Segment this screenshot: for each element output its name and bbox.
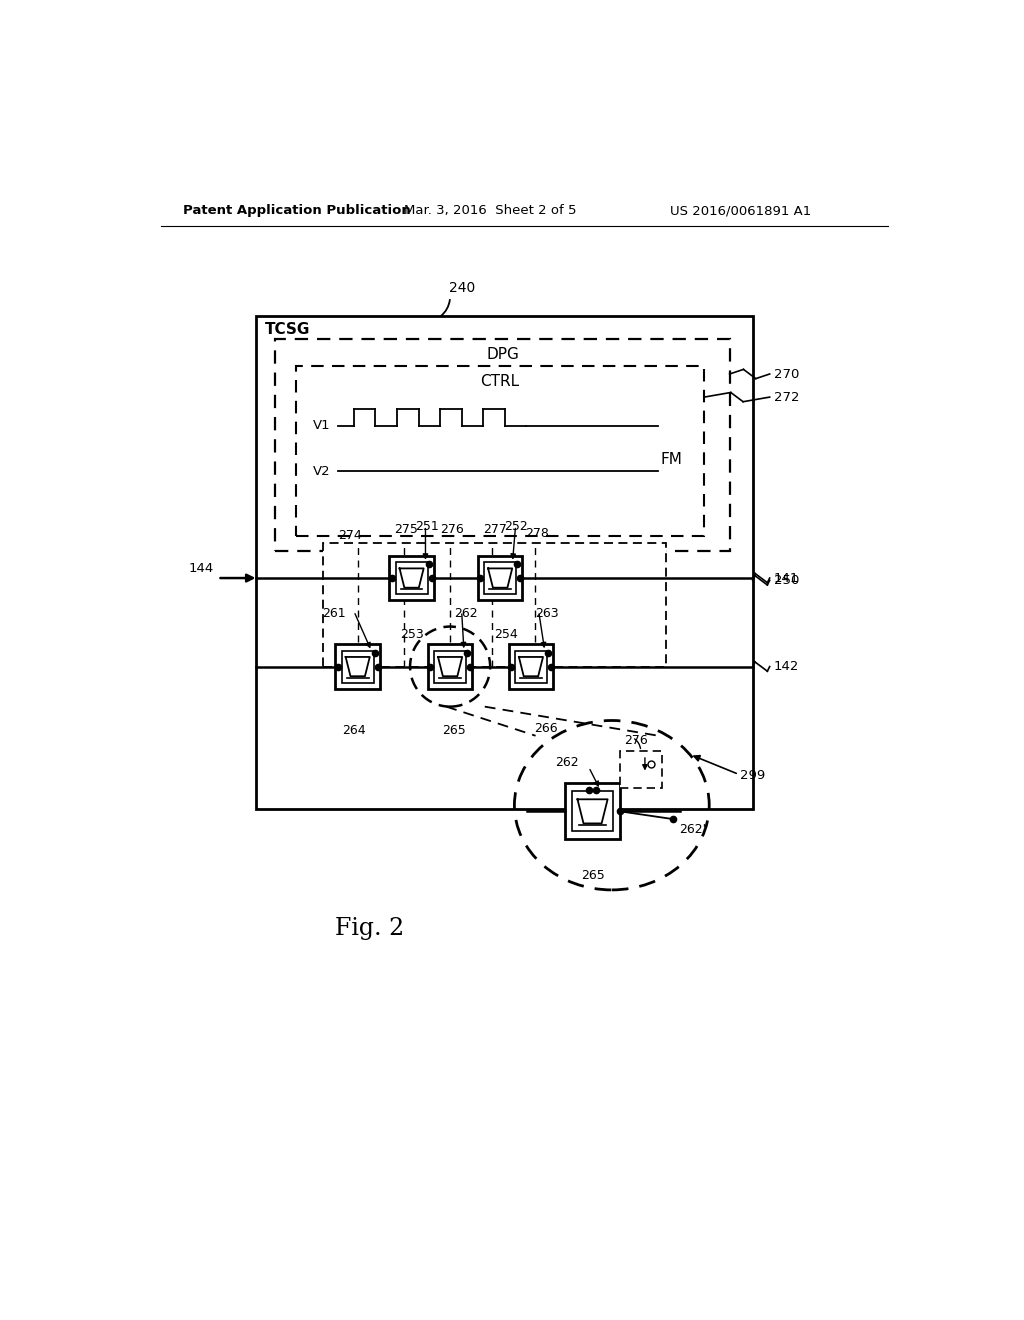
Bar xyxy=(256,317,753,809)
Text: 251: 251 xyxy=(416,520,439,533)
Bar xyxy=(389,556,434,601)
Text: 144: 144 xyxy=(188,562,214,576)
Text: 262': 262' xyxy=(679,822,707,836)
Bar xyxy=(572,791,612,832)
Text: 276: 276 xyxy=(625,734,648,747)
Bar xyxy=(515,651,547,682)
Text: 276: 276 xyxy=(440,523,464,536)
Text: 263: 263 xyxy=(535,607,558,619)
Bar xyxy=(564,784,621,840)
Text: 278: 278 xyxy=(525,527,550,540)
Text: Fig. 2: Fig. 2 xyxy=(335,917,403,940)
Text: CTRL: CTRL xyxy=(480,374,520,389)
Text: 261: 261 xyxy=(323,607,346,619)
Text: 265: 265 xyxy=(581,869,604,882)
FancyBboxPatch shape xyxy=(296,367,705,536)
FancyBboxPatch shape xyxy=(275,339,730,552)
Text: 141: 141 xyxy=(773,572,799,585)
Text: 266: 266 xyxy=(535,722,558,735)
Text: 142: 142 xyxy=(773,660,799,673)
Text: 240: 240 xyxy=(449,281,475,296)
Bar xyxy=(478,556,522,601)
Text: 299: 299 xyxy=(740,770,766,783)
Text: 264: 264 xyxy=(342,725,366,738)
Text: 262: 262 xyxy=(555,756,579,770)
Text: Mar. 3, 2016  Sheet 2 of 5: Mar. 3, 2016 Sheet 2 of 5 xyxy=(403,205,577,218)
Text: FM: FM xyxy=(660,451,683,467)
Text: 274: 274 xyxy=(339,529,362,543)
Text: 275: 275 xyxy=(394,523,418,536)
FancyBboxPatch shape xyxy=(323,544,666,667)
Text: V2: V2 xyxy=(313,465,331,478)
Text: DPG: DPG xyxy=(486,347,519,362)
Text: 272: 272 xyxy=(773,391,799,404)
Text: 262: 262 xyxy=(454,607,477,619)
Bar xyxy=(428,644,472,689)
Text: 254: 254 xyxy=(495,628,518,642)
Bar xyxy=(395,562,428,594)
Text: 270: 270 xyxy=(773,367,799,380)
FancyBboxPatch shape xyxy=(620,751,662,788)
Text: US 2016/0061891 A1: US 2016/0061891 A1 xyxy=(670,205,811,218)
Text: 253: 253 xyxy=(399,628,424,642)
Bar xyxy=(484,562,516,594)
Text: 250: 250 xyxy=(773,574,799,587)
Text: 277: 277 xyxy=(483,523,507,536)
Text: TCSG: TCSG xyxy=(265,322,310,338)
Bar xyxy=(342,651,374,682)
Text: 265: 265 xyxy=(442,725,466,738)
Bar xyxy=(336,644,380,689)
Text: Patent Application Publication: Patent Application Publication xyxy=(183,205,411,218)
Text: V1: V1 xyxy=(313,418,331,432)
Bar xyxy=(434,651,466,682)
Text: 252: 252 xyxy=(504,520,527,533)
Bar xyxy=(509,644,553,689)
